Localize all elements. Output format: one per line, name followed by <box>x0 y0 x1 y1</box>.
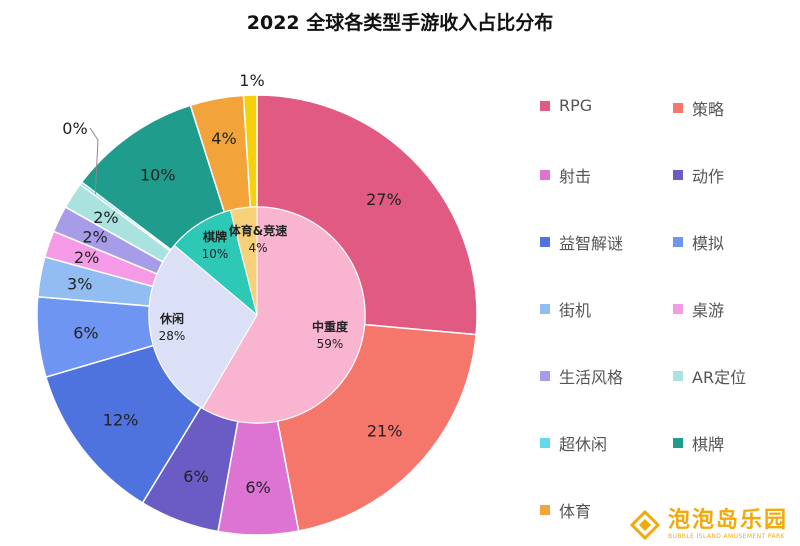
legend-label-2: 射击 <box>559 167 592 186</box>
legend-swatch-8 <box>540 371 550 381</box>
outer-label-6: 3% <box>67 275 92 294</box>
legend-label-4: 益智解谜 <box>559 234 624 253</box>
outer-label-13: 1% <box>239 71 264 90</box>
inner-name-2: 棋牌 <box>203 229 227 244</box>
logo-diamond-icon <box>629 509 660 540</box>
legend-item-8: 生活风格 <box>540 364 623 388</box>
legend-swatch-5 <box>673 237 683 247</box>
legend-item-11: 棋牌 <box>673 431 724 455</box>
legend-swatch-6 <box>540 304 550 314</box>
legend-item-12: 体育 <box>540 498 591 522</box>
legend-label-3: 动作 <box>692 167 725 186</box>
legend-swatch-3 <box>673 170 683 180</box>
legend-swatch-1 <box>673 103 683 113</box>
legend-label-8: 生活风格 <box>559 368 624 387</box>
outer-label-11: 10% <box>140 165 176 184</box>
brand-logo: 泡泡岛乐园 BUBBLE ISLAND AMUSEMENT PARK <box>629 508 788 540</box>
legend-item-2: 射击 <box>540 163 591 187</box>
logo-title: 泡泡岛乐园 <box>667 508 788 533</box>
inner-name-3: 体育&竞速 <box>229 223 287 238</box>
legend-label-0: RPG <box>559 96 593 115</box>
legend-item-10: 超休闲 <box>540 431 607 455</box>
outer-label-9: 2% <box>93 208 118 227</box>
inner-name-0: 中重度 <box>312 319 349 334</box>
outer-label-5: 6% <box>73 323 98 342</box>
outer-label-7: 2% <box>74 248 99 267</box>
legend-label-11: 棋牌 <box>692 435 725 454</box>
chart-title: 2022 全球各类型手游收入占比分布 <box>246 12 554 34</box>
inner-slice-0 <box>201 206 366 424</box>
outer-label-8: 2% <box>82 227 107 246</box>
legend-label-5: 模拟 <box>692 234 725 253</box>
outer-label-12: 4% <box>211 129 236 148</box>
inner-percent-2: 10% <box>202 247 229 261</box>
inner-name-1: 休闲 <box>159 311 184 326</box>
legend-swatch-0 <box>540 100 550 111</box>
legend-item-6: 街机 <box>540 297 591 321</box>
outer-label-3: 6% <box>183 467 208 486</box>
outer-label-4: 12% <box>103 411 139 430</box>
legend-label-6: 街机 <box>559 301 592 320</box>
outer-label-1: 21% <box>367 421 403 440</box>
legend-label-1: 策略 <box>692 100 725 119</box>
legend-label-9: AR定位 <box>692 368 747 387</box>
outer-label-0: 27% <box>366 190 402 209</box>
legend-item-0: RPG <box>540 96 592 115</box>
inner-slice-1 <box>148 244 258 409</box>
legend-swatch-12 <box>540 505 550 515</box>
legend-item-3: 动作 <box>673 163 724 187</box>
legend-swatch-9 <box>673 371 683 381</box>
legend-swatch-7 <box>673 304 683 314</box>
legend-item-7: 桌游 <box>673 297 724 321</box>
outer-label-2: 6% <box>245 478 270 497</box>
outer-label-10: 0% <box>62 119 87 138</box>
legend-label-7: 桌游 <box>692 301 725 320</box>
legend-swatch-10 <box>540 438 550 448</box>
inner-slice-3 <box>229 206 258 316</box>
legend-swatch-11 <box>673 438 683 448</box>
legend-swatch-4 <box>540 237 550 247</box>
legend-item-5: 模拟 <box>673 230 724 254</box>
leader-line-10 <box>89 127 99 194</box>
legend-item-9: AR定位 <box>673 364 746 388</box>
legend-label-10: 超休闲 <box>559 435 608 454</box>
inner-percent-0: 59% <box>317 337 344 351</box>
inner-percent-3: 4% <box>248 241 267 255</box>
inner-percent-1: 28% <box>159 329 186 343</box>
legend-label-12: 体育 <box>559 502 592 521</box>
legend-swatch-2 <box>540 170 550 180</box>
legend-item-4: 益智解谜 <box>540 230 623 254</box>
logo-subtitle: BUBBLE ISLAND AMUSEMENT PARK <box>667 533 785 540</box>
legend-item-1: 策略 <box>673 96 724 120</box>
